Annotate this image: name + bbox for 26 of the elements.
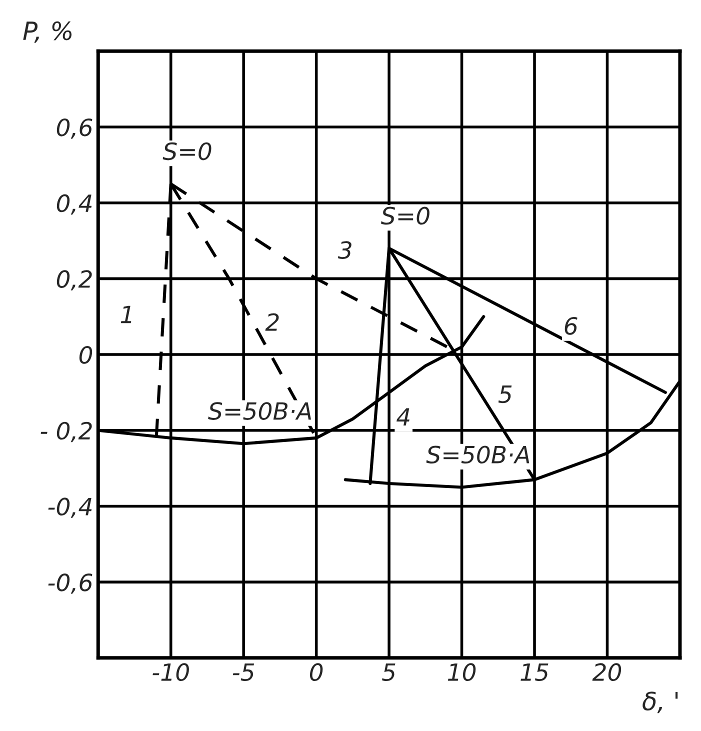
annotation: 2 (265, 313, 279, 331)
y-tick-label: 0,6 (56, 118, 92, 139)
x-tick-label: -5 (232, 663, 254, 682)
y-tick-label: -0,6 (48, 574, 92, 594)
x-tick-label: 0 (310, 663, 323, 682)
annotation: S=0 (162, 142, 212, 160)
y-tick-label: 0,2 (56, 270, 92, 290)
x-tick-label: 10 (448, 663, 476, 682)
x-tick-label: 15 (520, 663, 548, 682)
y-tick-label: 0,4 (56, 194, 92, 215)
annotation: S=0 (380, 206, 430, 225)
x-tick-label: 5 (382, 663, 396, 682)
annotation: S=50B·A (208, 402, 311, 420)
annotation: 4 (396, 408, 410, 426)
annotation: S=50B·A (426, 446, 530, 464)
x-tick-label: -10 (152, 663, 189, 682)
y-tick-label: 0 (79, 346, 92, 364)
x-axis-title: δ, ' (642, 692, 678, 714)
annotation: 3 (338, 241, 352, 259)
annotation: 5 (498, 386, 512, 404)
y-tick-label: -0,4 (48, 498, 92, 518)
y-tick-label: - 0,2 (40, 422, 92, 442)
y-axis-title: P, % (23, 21, 72, 43)
x-tick-label: 20 (592, 663, 622, 682)
annotation: 1 (120, 306, 132, 324)
annotation: 6 (564, 316, 578, 335)
